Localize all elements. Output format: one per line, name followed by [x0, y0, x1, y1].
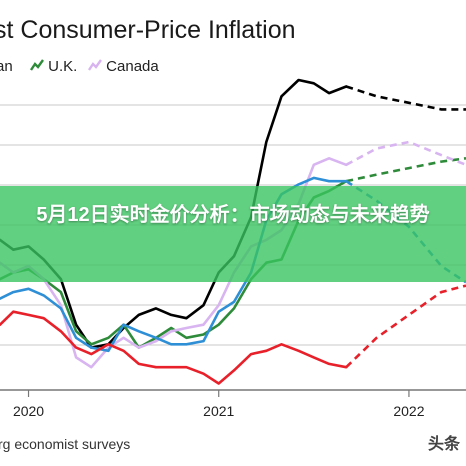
legend-label: U.K. — [48, 58, 78, 75]
legend-entry: an — [0, 58, 13, 75]
series-forecast-0 — [345, 85, 466, 111]
series-forecast-2 — [345, 140, 466, 167]
series-forecast-1 — [345, 157, 466, 183]
legend-entry: Canada — [88, 58, 159, 75]
headline-banner: 5月12日实时金价分析：市场动态与未来趋势 — [0, 186, 466, 282]
headline-text: 5月12日实时金价分析：市场动态与未来趋势 — [36, 204, 430, 226]
series-forecast-4 — [345, 284, 466, 369]
legend-check-icon — [88, 59, 102, 71]
watermark-logo: 头条 — [427, 436, 460, 453]
chart-title: st Consumer-Price Inflation — [0, 16, 296, 44]
series-line-4 — [0, 310, 348, 385]
x-tick-label: 2022 — [393, 403, 424, 419]
x-tick-label: 2020 — [13, 403, 44, 419]
x-tick-label: 2021 — [203, 403, 234, 419]
legend-label: Canada — [106, 58, 159, 75]
legend-check-icon — [30, 59, 44, 71]
source-note: rg economist surveys — [0, 436, 131, 452]
legend-label: an — [0, 58, 13, 75]
legend-entry: U.K. — [30, 58, 77, 75]
